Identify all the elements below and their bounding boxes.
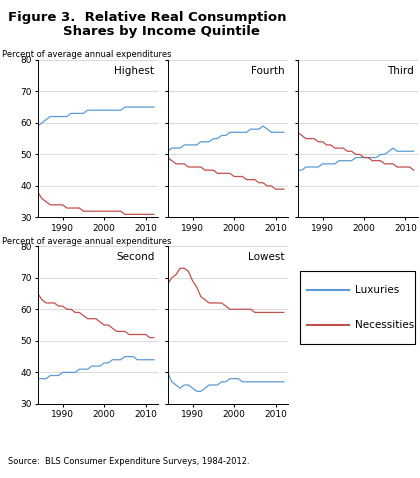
Text: Percent of average annual expenditures: Percent of average annual expenditures — [2, 50, 172, 59]
Text: Figure 3.  Relative Real Consumption: Figure 3. Relative Real Consumption — [8, 11, 287, 23]
Text: Fourth: Fourth — [251, 66, 284, 76]
Text: Third: Third — [388, 66, 414, 76]
Text: Necessities: Necessities — [355, 320, 415, 330]
Text: Shares by Income Quintile: Shares by Income Quintile — [63, 25, 260, 38]
Text: Percent of average annual expenditures: Percent of average annual expenditures — [2, 237, 172, 246]
Text: Highest: Highest — [115, 66, 155, 76]
Text: Source:  BLS Consumer Expenditure Surveys, 1984-2012.: Source: BLS Consumer Expenditure Surveys… — [8, 457, 250, 466]
Text: Luxuries: Luxuries — [355, 285, 399, 295]
Text: Lowest: Lowest — [248, 252, 284, 262]
Text: Second: Second — [116, 252, 155, 262]
